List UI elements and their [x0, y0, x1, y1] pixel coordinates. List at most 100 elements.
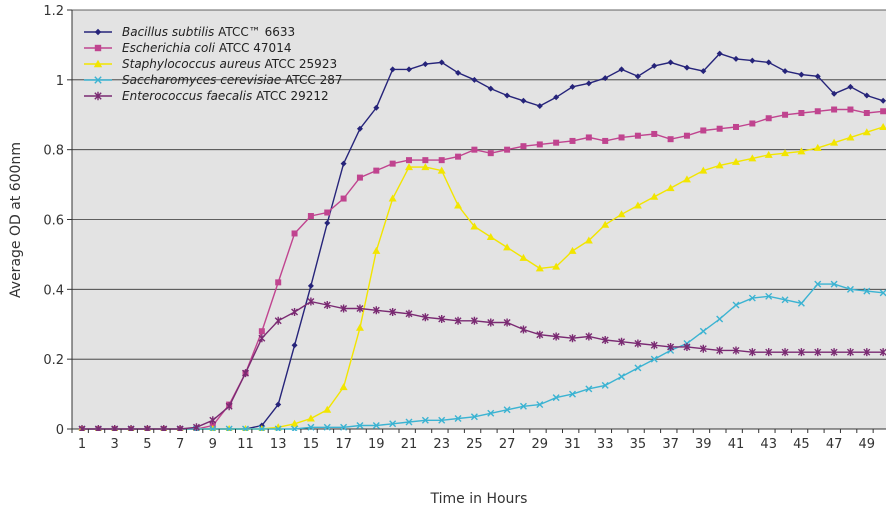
- data-point: [470, 316, 478, 325]
- data-point: [406, 66, 412, 73]
- data-point: [863, 348, 871, 357]
- data-point: [568, 246, 577, 254]
- x-tick-label: 9: [209, 437, 217, 452]
- x-tick-label: 41: [728, 437, 745, 452]
- data-point: [503, 406, 511, 414]
- data-point: [618, 134, 625, 141]
- data-point: [683, 132, 690, 139]
- data-point: [781, 296, 789, 304]
- legend-label: Saccharomyces cerevisiae ATCC 287: [122, 73, 343, 87]
- data-point: [503, 243, 512, 251]
- y-axis-label: Average OD at 600nm: [8, 142, 24, 298]
- data-point: [700, 127, 707, 134]
- data-point: [798, 71, 805, 78]
- data-point: [422, 157, 429, 164]
- data-point: [176, 425, 184, 431]
- data-point: [831, 106, 838, 113]
- legend-item: Enterococcus faecalis ATCC 29212: [84, 89, 329, 103]
- data-point: [733, 123, 739, 130]
- data-point: [683, 342, 691, 351]
- data-point: [650, 341, 658, 350]
- data-point: [487, 409, 495, 417]
- legend-item: Escherichia coli ATCC 47014: [84, 41, 291, 55]
- data-point: [781, 348, 789, 357]
- data-point: [830, 280, 838, 288]
- y-tick-label: 0: [56, 423, 64, 438]
- data-point: [504, 146, 511, 153]
- data-point: [618, 373, 626, 381]
- data-point: [846, 133, 855, 141]
- data-point: [650, 192, 659, 200]
- data-point: [634, 339, 642, 348]
- data-point: [569, 334, 576, 343]
- data-point: [569, 137, 576, 144]
- data-point: [650, 355, 658, 363]
- legend-label: Bacillus subtilis ATCC™ 6633: [122, 25, 295, 39]
- data-point: [307, 297, 315, 306]
- data-point: [78, 425, 86, 431]
- data-point: [94, 425, 102, 431]
- data-point: [406, 157, 412, 164]
- data-point: [585, 332, 593, 341]
- x-tick-label: 21: [401, 437, 418, 452]
- data-point: [520, 97, 527, 104]
- data-point: [814, 108, 821, 115]
- data-point: [470, 222, 479, 230]
- data-point: [634, 364, 642, 372]
- data-point: [454, 415, 462, 423]
- data-point: [355, 323, 364, 331]
- data-point: [699, 166, 708, 174]
- legend-label: Enterococcus faecalis ATCC 29212: [122, 89, 329, 103]
- data-point: [290, 419, 299, 427]
- data-point: [748, 154, 757, 162]
- data-point: [699, 344, 707, 353]
- data-point: [323, 405, 332, 413]
- data-point: [323, 301, 331, 310]
- data-point: [732, 157, 740, 165]
- x-tick-label: 17: [335, 437, 352, 452]
- x-tick-label: 33: [597, 437, 614, 452]
- data-point: [797, 299, 805, 307]
- data-point: [307, 213, 314, 220]
- x-tick-label: 39: [695, 437, 712, 452]
- x-tick-label: 13: [270, 437, 287, 452]
- y-tick-labels: 0 0.2 0.4 0.6 0.8 1 1.2: [43, 4, 72, 438]
- data-point: [830, 348, 838, 357]
- data-point: [879, 122, 886, 130]
- y-tick-label: 0.2: [43, 353, 64, 368]
- data-point: [225, 402, 233, 411]
- data-point: [94, 91, 102, 101]
- data-point: [405, 418, 413, 426]
- data-point: [455, 153, 462, 160]
- data-point: [438, 59, 445, 66]
- y-tick-label: 1: [56, 74, 64, 89]
- data-point: [584, 236, 593, 244]
- data-point: [519, 253, 528, 261]
- data-point: [716, 125, 723, 132]
- data-point: [389, 66, 396, 73]
- data-point: [634, 73, 641, 80]
- data-point: [356, 125, 363, 132]
- data-point: [536, 103, 543, 110]
- data-point: [372, 246, 381, 254]
- data-point: [846, 285, 854, 293]
- data-point: [535, 264, 544, 272]
- data-point: [748, 348, 756, 357]
- data-point: [748, 294, 756, 302]
- series-3: [78, 122, 886, 431]
- data-point: [258, 425, 266, 431]
- data-point: [552, 394, 560, 402]
- data-point: [830, 138, 839, 146]
- data-point: [552, 262, 561, 270]
- data-point: [340, 304, 348, 313]
- x-tick-label: 31: [564, 437, 581, 452]
- data-point: [813, 143, 822, 151]
- data-point: [291, 425, 299, 431]
- data-point: [389, 308, 397, 317]
- data-point: [454, 316, 462, 325]
- data-point: [356, 304, 364, 313]
- x-tick-label: 29: [532, 437, 549, 452]
- data-point: [372, 422, 380, 430]
- data-point: [274, 425, 282, 431]
- data-point: [765, 115, 772, 122]
